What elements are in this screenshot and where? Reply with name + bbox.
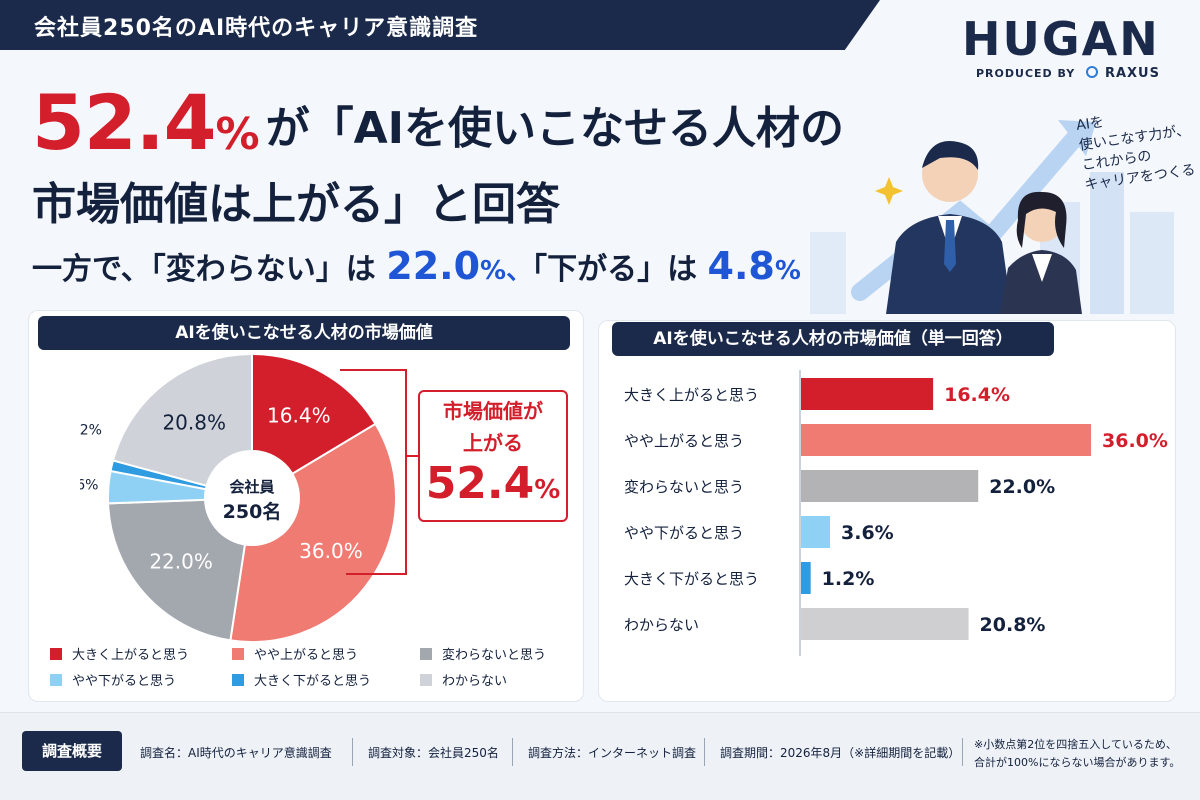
headline-line3-b: 「下がる」は (532, 252, 698, 287)
bar-category-label: やや下がると思う (624, 524, 744, 542)
bar-category-label: 変わらないと思う (624, 478, 744, 496)
callout-line2: 上がる (463, 431, 523, 455)
pie-center-count: 250名 (223, 500, 282, 523)
legend-item: 大きく下がると思う (232, 670, 371, 689)
produced-by: PRODUCED BY RAXUS (976, 66, 1160, 81)
legend-swatch (50, 674, 62, 686)
legend-label: 変わらないと思う (442, 648, 547, 663)
producer-name: RAXUS (1104, 66, 1160, 81)
legend-label: やや下がると思う (72, 674, 177, 689)
pie-slice (107, 496, 254, 642)
legend-swatch (50, 648, 62, 660)
bar-chart: 大きく上がると思う 16.4% やや上がると思う 36.0% 変わらないと思う 22.0%… (624, 370, 1168, 656)
bar (801, 424, 1091, 456)
footnote-line2: 合計が100%にならない場合があります。 (974, 756, 1181, 769)
headline-percent: % (215, 109, 260, 160)
legend-swatch (420, 674, 432, 686)
headline-line3-a: 一方で、「変わらない」は (32, 252, 376, 287)
pie-center-hole (204, 450, 300, 546)
handwritten-message: AIを 使いこなす力が、 これからの キャリアをつくる (1075, 101, 1197, 196)
footer-divider (704, 738, 705, 766)
legend-item: わからない (420, 670, 507, 689)
headline-line2: 市場価値は上がる」と回答 (32, 179, 560, 230)
bar (801, 516, 830, 548)
legend-swatch (232, 674, 244, 686)
legend-swatch (232, 648, 244, 660)
callout-line1: 市場価値が (443, 399, 543, 423)
bar (801, 470, 979, 502)
survey-summary-footer (0, 712, 1200, 800)
headline-line3: 一方で、「変わらない」は 22.0%、「下がる」は 4.8% (32, 244, 801, 288)
pie-slice-label: 16.4% (267, 403, 331, 427)
bar (801, 562, 811, 594)
pie-center-label: 会社員 (229, 478, 274, 496)
footnote-line1: ※小数点第2位を四捨五入しているため、 (974, 738, 1177, 751)
pie-slice-label: 22.0% (149, 549, 213, 573)
callout-pct: % (534, 475, 561, 505)
produced-by-label: PRODUCED BY (976, 67, 1076, 80)
legend-item: 大きく上がると思う (50, 644, 189, 663)
legend-item: 変わらないと思う (420, 644, 546, 663)
legend-label: わからない (442, 674, 508, 689)
headline-pct-2: % (774, 256, 801, 286)
callout-box: 市場価値が 上がる 52.4% (418, 390, 568, 522)
raxus-logo-icon (1086, 66, 1099, 78)
footer-divider (512, 738, 513, 766)
bar-value-label: 3.6% (841, 522, 894, 544)
callout-number: 52.4 (425, 458, 535, 509)
legend-swatch (420, 648, 432, 660)
bar-value-label: 20.8% (980, 614, 1046, 636)
pie-slice-label: 36.0% (299, 539, 363, 563)
legend-item: やや下がると思う (50, 670, 176, 689)
bar-category-label: 大きく上がると思う (624, 386, 759, 404)
survey-period: 調査期間：2026年8月（※詳細期間を記載） (720, 746, 961, 760)
footer-divider (962, 738, 963, 766)
headline-big-number: 52.4 (32, 78, 217, 167)
footnote: ※小数点第2位を四捨五入しているため、 合計が100%にならない場合があります。 (974, 736, 1180, 772)
headline-line1-text: が「AIを使いこなせる人材の (265, 103, 845, 154)
headline-value-down: 4.8 (707, 244, 775, 288)
bar-value-label: 1.2% (822, 568, 875, 590)
legend-label: やや上がると思う (254, 648, 359, 663)
survey-summary-label: 調査概要 (22, 731, 122, 771)
pie-slice-label: 20.8% (162, 411, 226, 435)
pie-chart: 16.4% 36.0% 22.0% 3.6% 1.2% 20.8% 会社員 250名 (80, 352, 397, 643)
headline-pct-1: %、 (480, 256, 533, 286)
header-banner (0, 0, 880, 50)
bar-value-label: 22.0% (989, 476, 1055, 498)
survey-name: 調査名：AI時代のキャリア意識調査 (140, 746, 332, 760)
headline-value-unchanged: 22.0 (386, 244, 481, 288)
legend-item: やや上がると思う (232, 644, 358, 663)
callout-connector (340, 369, 418, 575)
bar (801, 378, 934, 410)
survey-method: 調査方法：インターネット調査 (528, 746, 697, 760)
pie-slice-label: 3.6% (80, 477, 98, 493)
legend-label: 大きく下がると思う (254, 674, 372, 689)
business-people-illustration (810, 120, 1174, 314)
headline-line1: 52.4% が「AIを使いこなせる人材の (32, 78, 844, 167)
pie-slice-label: 1.2% (80, 422, 102, 438)
footer-divider (352, 738, 353, 766)
pie-slice (229, 422, 397, 643)
pie-slice (111, 352, 253, 500)
pie-panel-title: AIを使いこなせる人材の市場価値 (38, 316, 570, 350)
bar-category-label: わからない (624, 616, 699, 634)
survey-target: 調査対象：会社員250名 (368, 746, 499, 760)
bar-value-label: 16.4% (944, 384, 1010, 406)
hugan-logo: HUGAN (962, 12, 1160, 66)
bar-category-label: やや上がると思う (624, 432, 744, 450)
bar-category-label: 大きく下がると思う (624, 570, 759, 588)
connector-line (340, 369, 407, 575)
bar (801, 608, 969, 640)
bar-panel-title: AIを使いこなせる人材の市場価値（単一回答） (612, 322, 1054, 356)
banner-title: 会社員250名のAI時代のキャリア意識調査 (34, 16, 479, 41)
callout-value: 52.4% (420, 456, 566, 518)
legend-label: 大きく上がると思う (72, 648, 190, 663)
bar-value-label: 36.0% (1102, 430, 1168, 452)
